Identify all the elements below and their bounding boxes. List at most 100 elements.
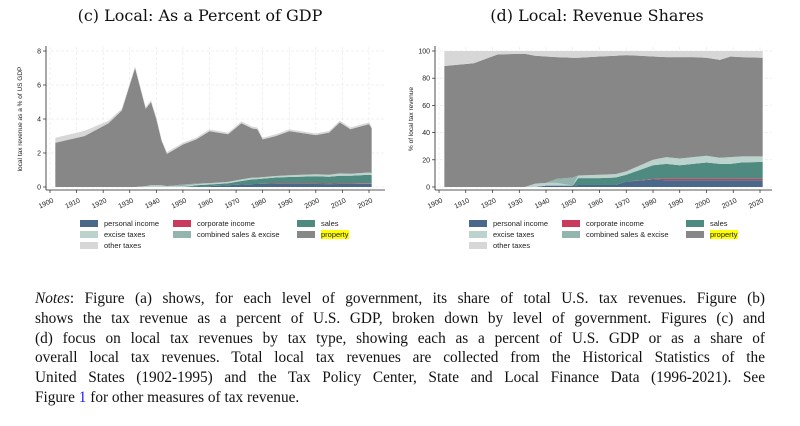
legend-swatch — [297, 220, 315, 227]
legend-label: property — [710, 230, 738, 239]
y-tick-label: 4 — [37, 117, 41, 124]
y-tick-label: 100 — [418, 49, 430, 56]
x-tick-label: 2000 — [694, 197, 711, 210]
area-personal-income — [444, 179, 763, 187]
legend-item-other-taxes: other taxes — [469, 241, 530, 250]
x-tick-label: 1910 — [454, 197, 471, 210]
y-axis-label: local tax revenue as a % of US GDP — [17, 67, 24, 172]
legend-item-sales: sales — [297, 219, 339, 228]
legend-swatch — [80, 220, 98, 227]
x-tick-label: 2010 — [721, 197, 738, 210]
area-sales — [55, 174, 372, 187]
area-excise-taxes — [55, 172, 372, 187]
legend-item-excise-taxes: excise taxes — [80, 230, 145, 239]
legend-swatch — [80, 242, 98, 249]
legend-swatch — [469, 220, 487, 227]
x-tick-label: 1920 — [91, 197, 108, 210]
x-tick-label: 1980 — [250, 197, 267, 210]
legend-swatch — [173, 220, 191, 227]
y-tick-label: 8 — [37, 49, 41, 56]
y-tick-label: 80 — [422, 76, 430, 83]
legend-item-excise-taxes: excise taxes — [469, 230, 534, 239]
y-tick-label: 2 — [37, 151, 41, 158]
legend-item-other-taxes: other taxes — [80, 241, 141, 250]
legend-swatch — [297, 231, 315, 238]
y-tick-label: 60 — [422, 103, 430, 110]
area-corporate-income — [55, 183, 372, 187]
legend-item-corporate-income: corporate income — [562, 219, 644, 228]
x-tick-label: 1930 — [118, 197, 135, 210]
area-other-taxes — [444, 51, 763, 66]
legend-swatch — [469, 231, 487, 238]
x-tick-label: 2000 — [304, 197, 321, 210]
legend-swatch — [686, 231, 704, 238]
area-property — [55, 68, 372, 187]
x-tick-label: 1960 — [587, 197, 604, 210]
y-tick-label: 0 — [426, 185, 430, 192]
legend-swatch — [469, 242, 487, 249]
legend-label: combined sales & excise — [586, 230, 669, 239]
legend-label: sales — [710, 219, 728, 228]
chart-c-plot: 0 2 4 6 8 1900 1910 1920 1930 1940 1950 1960 1970 198… — [17, 46, 385, 210]
legend-swatch — [173, 231, 191, 238]
figure-1-link[interactable]: 1 — [78, 388, 87, 406]
x-tick-label: 1930 — [507, 197, 524, 210]
x-tick-label: 1970 — [614, 197, 631, 210]
legend-item-corporate-income: corporate income — [173, 219, 255, 228]
legend-label: corporate income — [586, 219, 644, 228]
x-tick-label: 1990 — [277, 197, 294, 210]
legend-label: personal income — [104, 219, 160, 228]
chart-d-plot: 0 20 40 60 80 100 1900 1910 1920 1930 1940 1950 1960… — [408, 46, 772, 210]
legend-item-personal-income: personal income — [469, 219, 548, 228]
notes-line: United States (1902-1995) and the Tax Po… — [35, 369, 765, 387]
x-tick-label: 2010 — [330, 197, 347, 210]
notes-line: Notes: Figure (a) shows, for each level … — [35, 289, 765, 309]
y-tick-label: 6 — [37, 83, 41, 90]
area-property — [444, 53, 763, 187]
chart-d-title: (d) Local: Revenue Shares — [490, 6, 704, 25]
charts-canvas: 0 2 4 6 8 1900 1910 1920 1930 1940 1950 1960 1970 198… — [17, 46, 772, 210]
legend-label: personal income — [493, 219, 549, 228]
notes-text: for other measures of tax revenue. — [86, 388, 300, 406]
y-tick-label: 0 — [37, 185, 41, 192]
legend-label: combined sales & excise — [197, 230, 280, 239]
notes-line: shows the tax revenue as a percent of U.… — [35, 309, 765, 327]
legend-label: sales — [321, 219, 339, 228]
x-tick-label: 2020 — [748, 197, 765, 210]
notes-text: Figure — [35, 388, 79, 406]
x-tick-label: 1950 — [171, 197, 188, 210]
legend-label: excise taxes — [104, 230, 146, 239]
notes-text: : Figure (a) shows, for each level of go… — [69, 290, 765, 307]
legend-label: corporate income — [197, 219, 255, 228]
x-tick-label: 1900 — [38, 197, 55, 210]
legend-label: other taxes — [104, 241, 142, 250]
y-axis-label: % of local tax revenue — [408, 87, 415, 151]
x-tick-label: 2020 — [357, 197, 374, 210]
legend-item-property: property — [297, 230, 349, 239]
x-tick-label: 1960 — [197, 197, 214, 210]
legend-item-property: property — [686, 230, 738, 239]
x-tick-label: 1950 — [561, 197, 578, 210]
y-tick-label: 20 — [422, 157, 430, 164]
notes-line: Figure 1 for other measures of tax reven… — [35, 388, 765, 408]
x-tick-label: 1980 — [641, 197, 658, 210]
chart-c-title: (c) Local: As a Percent of GDP — [77, 6, 323, 25]
legend-item-personal-income: personal income — [80, 219, 159, 228]
legend-item-combined-sales-excise: combined sales & excise — [173, 230, 280, 239]
x-tick-label: 1990 — [668, 197, 685, 210]
legend-swatch — [686, 220, 704, 227]
x-tick-label: 1940 — [534, 197, 551, 210]
x-tick-label: 1970 — [224, 197, 241, 210]
legend-label: other taxes — [493, 241, 531, 250]
x-tick-label: 1910 — [64, 197, 81, 210]
notes-line: overall local tax revenues. Total local … — [35, 349, 765, 367]
legend-swatch — [80, 231, 98, 238]
notes-label: Notes — [35, 290, 70, 307]
x-tick-label: 1940 — [144, 197, 161, 210]
area-excise-taxes — [444, 155, 763, 187]
notes-line: (d) focus on local tax revenues by tax t… — [35, 329, 765, 347]
area-sales — [444, 161, 763, 187]
legend-label: excise taxes — [493, 230, 535, 239]
figure-notes: Notes: Figure (a) shows, for each level … — [35, 289, 765, 408]
legend-swatch — [562, 220, 580, 227]
